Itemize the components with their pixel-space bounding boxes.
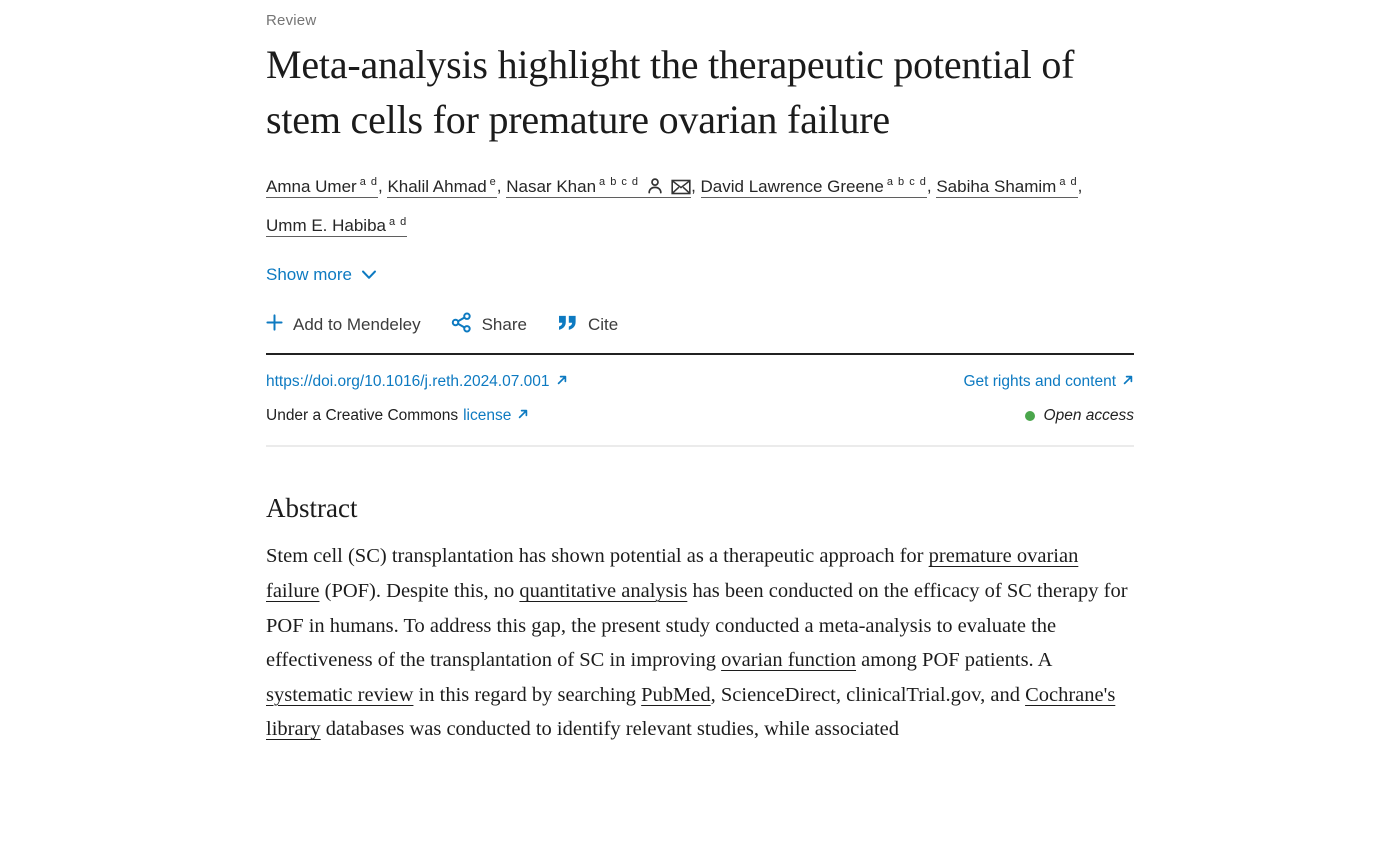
author-link[interactable]: Nasar Khan a b c d — [506, 176, 692, 199]
license-row: Under a Creative Commons license Open ac… — [266, 407, 1134, 448]
open-access-badge: Open access — [1024, 407, 1134, 425]
author-link[interactable]: Amna Umer a d — [266, 176, 378, 198]
author-list: Amna Umer a d, Khalil Ahmad e, Nasar Khan a… — [266, 166, 1134, 242]
add-to-mendeley-button[interactable]: Add to Mendeley — [266, 314, 421, 336]
abstract-term-link[interactable]: ovarian function — [721, 649, 857, 672]
abstract-term-link[interactable]: Cochrane's library — [266, 683, 1116, 741]
abstract-term-link[interactable]: systematic review — [266, 683, 414, 706]
get-rights-label: Get rights and content — [963, 373, 1116, 391]
author-name: Khalil Ahmad — [387, 176, 487, 196]
license-link-label: license — [463, 407, 512, 425]
person-icon[interactable] — [646, 177, 664, 199]
author-separator: , — [1077, 176, 1083, 196]
abstract-text-segment: has been conducted on the efficacy of SC… — [266, 579, 1128, 672]
open-access-label: Open access — [1043, 407, 1134, 425]
author-separator: , — [691, 176, 701, 196]
abstract-text-segment: in this regard by searching — [413, 683, 642, 706]
plus-icon — [266, 314, 283, 336]
cite-label: Cite — [587, 315, 619, 335]
author-separator: , — [377, 176, 388, 196]
show-more-label: Show more — [266, 265, 352, 285]
doi-row: https://doi.org/10.1016/j.reth.2024.07.0… — [266, 373, 1134, 391]
author-name: Sabiha Shamim — [936, 176, 1057, 196]
author-affiliation-superscript: a d — [359, 176, 378, 188]
author-name: David Lawrence Greene — [700, 176, 884, 196]
license-link[interactable]: license — [463, 407, 529, 425]
article-toolbar: Add to Mendeley Share Cite — [266, 312, 1134, 356]
external-link-icon — [556, 373, 568, 391]
abstract-text: Stem cell (SC) transplantation has shown… — [266, 539, 1134, 747]
abstract-text-segment: Stem cell (SC) transplantation has shown… — [266, 545, 929, 568]
show-more-button[interactable]: Show more — [266, 265, 377, 285]
abstract-text-segment: among POF patients. A — [856, 649, 1052, 672]
author-affiliation-superscript: a d — [1059, 176, 1078, 188]
author-link[interactable]: David Lawrence Greene a b c d — [700, 176, 927, 198]
share-label: Share — [481, 315, 527, 335]
share-icon — [451, 312, 472, 338]
abstract-term-link[interactable]: quantitative analysis — [519, 579, 688, 602]
author-link[interactable]: Sabiha Shamim a d — [936, 176, 1078, 198]
doi-link[interactable]: https://doi.org/10.1016/j.reth.2024.07.0… — [266, 373, 568, 391]
get-rights-link[interactable]: Get rights and content — [963, 373, 1134, 391]
abstract-text-segment: (POF). Despite this, no — [319, 579, 520, 602]
share-button[interactable]: Share — [451, 312, 527, 338]
external-link-icon — [517, 407, 529, 425]
license-text: Under a Creative Commons license — [266, 407, 529, 425]
cite-button[interactable]: Cite — [557, 314, 618, 336]
abstract-text-segment: , ScienceDirect, clinicalTrial.gov, and — [710, 683, 1026, 706]
external-link-icon — [1122, 373, 1134, 391]
article-type-label: Review — [266, 12, 317, 29]
author-separator: , — [926, 176, 937, 196]
author-separator: , — [496, 176, 507, 196]
abstract-term-link[interactable]: PubMed — [641, 683, 711, 706]
abstract-term-link[interactable]: premature ovarian failure — [266, 545, 1079, 602]
author-name: Amna Umer — [266, 176, 357, 196]
article-header: Review Meta-analysis highlight the thera… — [266, 12, 1134, 747]
author-affiliation-superscript: e — [489, 176, 497, 188]
doi-link-label: https://doi.org/10.1016/j.reth.2024.07.0… — [266, 373, 550, 391]
author-affiliation-superscript: a b c d — [599, 176, 640, 188]
author-link[interactable]: Khalil Ahmad e — [387, 176, 497, 198]
open-access-dot-icon — [1024, 411, 1035, 422]
author-name: Nasar Khan — [506, 176, 597, 196]
author-affiliation-superscript: a d — [388, 215, 408, 228]
add-to-mendeley-label: Add to Mendeley — [293, 315, 421, 335]
abstract-heading: Abstract — [266, 493, 358, 524]
abstract-text-segment: databases was conducted to identify rele… — [320, 718, 900, 741]
envelope-icon[interactable] — [671, 179, 691, 199]
chevron-down-icon — [361, 265, 377, 285]
article-title: Meta-analysis highlight the therapeutic … — [266, 42, 1075, 142]
author-affiliation-superscript: a b c d — [886, 176, 927, 188]
author-link[interactable]: Umm E. Habiba a d — [266, 215, 408, 238]
license-prefix: Under a Creative Commons — [266, 407, 459, 425]
author-name: Umm E. Habiba — [266, 216, 386, 236]
quote-icon — [557, 314, 578, 336]
